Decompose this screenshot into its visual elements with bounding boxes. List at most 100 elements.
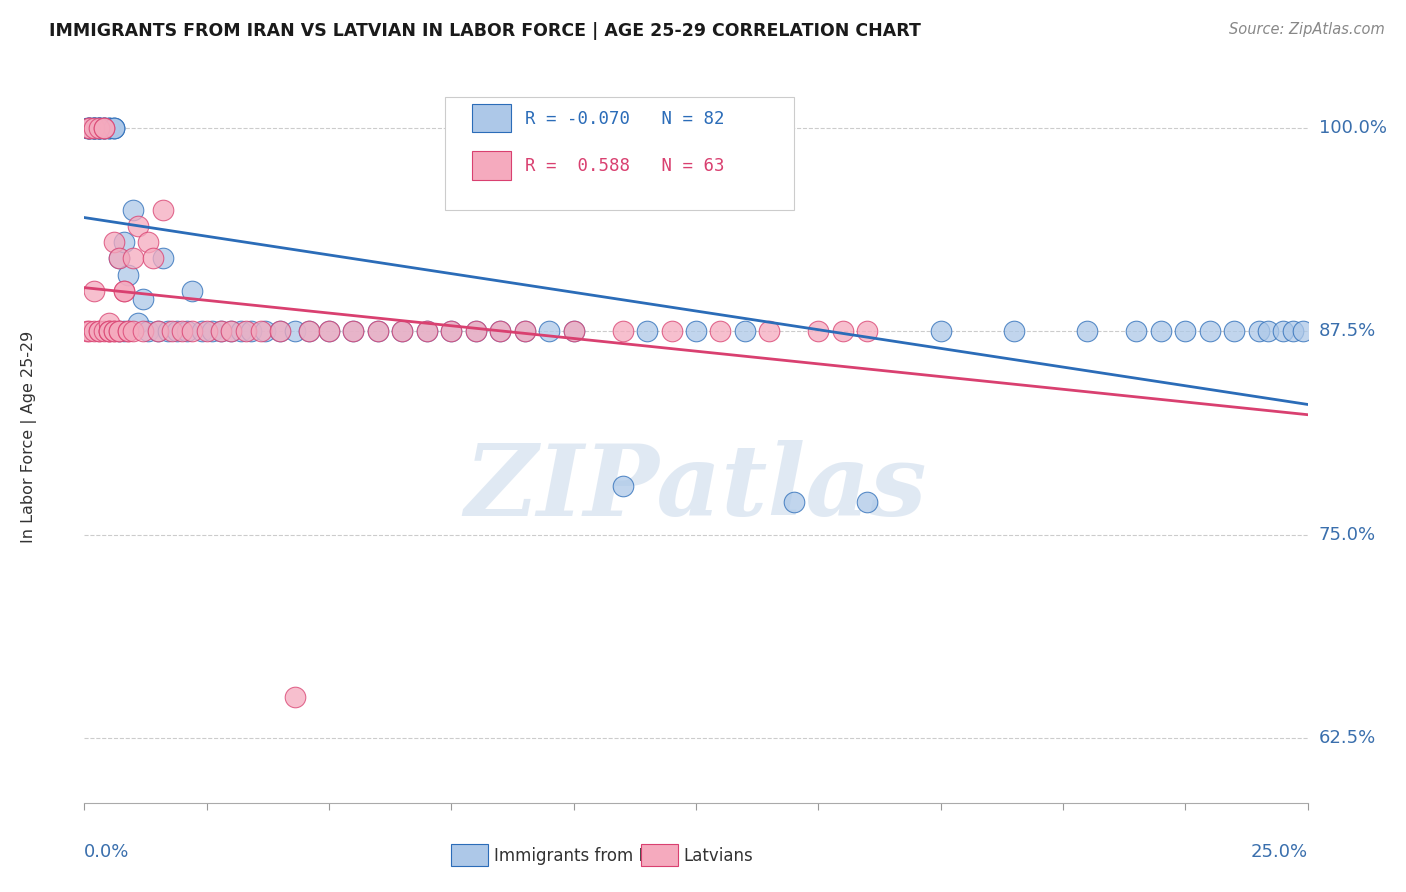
Point [685, 325, 707, 339]
Point [93, 121, 115, 136]
Point [87, 121, 110, 136]
Point [103, 325, 125, 339]
Point [239, 325, 262, 339]
Point [416, 325, 439, 339]
Point [97, 325, 120, 339]
Bar [641, 845, 678, 866]
Point [661, 325, 683, 339]
Point [1272, 325, 1295, 339]
Point [103, 121, 125, 136]
Point [107, 252, 129, 266]
Point [440, 325, 463, 339]
Point [93, 121, 115, 136]
Point [269, 325, 291, 339]
Point [83, 121, 105, 136]
Bar [472, 152, 512, 179]
Point [1174, 325, 1197, 339]
Point [1282, 325, 1305, 339]
Point [87, 325, 110, 339]
Point [191, 325, 214, 339]
Point [489, 325, 512, 339]
Point [93, 121, 115, 136]
Point [87, 121, 110, 136]
Point [122, 325, 145, 339]
Point [612, 479, 634, 493]
Point [97, 121, 120, 136]
Point [107, 252, 129, 266]
Point [83, 121, 105, 136]
Text: Latvians: Latvians [683, 847, 754, 865]
Point [391, 325, 413, 339]
Point [195, 325, 218, 339]
Point [367, 325, 389, 339]
Point [77, 121, 100, 136]
Point [127, 219, 149, 233]
Point [318, 325, 340, 339]
Text: IMMIGRANTS FROM IRAN VS LATVIAN IN LABOR FORCE | AGE 25-29 CORRELATION CHART: IMMIGRANTS FROM IRAN VS LATVIAN IN LABOR… [49, 22, 921, 40]
Point [122, 202, 145, 217]
Point [103, 121, 125, 136]
Point [77, 121, 100, 136]
Point [87, 121, 110, 136]
Point [77, 121, 100, 136]
Point [464, 325, 486, 339]
Text: 100.0%: 100.0% [1319, 120, 1386, 137]
Point [83, 121, 105, 136]
Bar [472, 103, 512, 132]
Point [298, 325, 321, 339]
Point [219, 325, 242, 339]
Point [146, 325, 169, 339]
Point [112, 284, 135, 298]
Point [489, 325, 512, 339]
Point [181, 284, 204, 298]
Point [77, 121, 100, 136]
Point [235, 325, 257, 339]
Point [142, 252, 165, 266]
Point [856, 495, 879, 509]
Point [1247, 325, 1270, 339]
Point [831, 325, 853, 339]
Point [107, 325, 129, 339]
Point [77, 121, 100, 136]
Point [83, 284, 105, 298]
Point [200, 325, 222, 339]
Text: Source: ZipAtlas.com: Source: ZipAtlas.com [1229, 22, 1385, 37]
Point [391, 325, 413, 339]
Point [93, 121, 115, 136]
Point [87, 121, 110, 136]
Point [1150, 325, 1173, 339]
Point [1076, 325, 1098, 339]
Point [464, 325, 486, 339]
Point [76, 325, 98, 339]
FancyBboxPatch shape [446, 97, 794, 211]
Point [229, 325, 252, 339]
Point [513, 325, 536, 339]
Point [1257, 325, 1279, 339]
Point [284, 690, 307, 705]
Point [342, 325, 364, 339]
Point [783, 495, 806, 509]
Point [152, 202, 174, 217]
Point [219, 325, 242, 339]
Point [76, 121, 98, 136]
Text: 87.5%: 87.5% [1319, 322, 1376, 341]
Point [612, 325, 634, 339]
Point [107, 325, 129, 339]
Point [209, 325, 232, 339]
Point [83, 121, 105, 136]
Point [166, 325, 188, 339]
Point [1198, 325, 1220, 339]
Point [83, 121, 105, 136]
Text: In Labor Force | Age 25-29: In Labor Force | Age 25-29 [21, 331, 38, 543]
Point [734, 325, 756, 339]
Point [284, 325, 307, 339]
Point [83, 121, 105, 136]
Point [1223, 325, 1246, 339]
Point [249, 325, 271, 339]
Bar [451, 845, 488, 866]
Point [93, 121, 115, 136]
Point [103, 121, 125, 136]
Point [87, 325, 110, 339]
Point [132, 325, 155, 339]
Text: 75.0%: 75.0% [1319, 525, 1376, 543]
